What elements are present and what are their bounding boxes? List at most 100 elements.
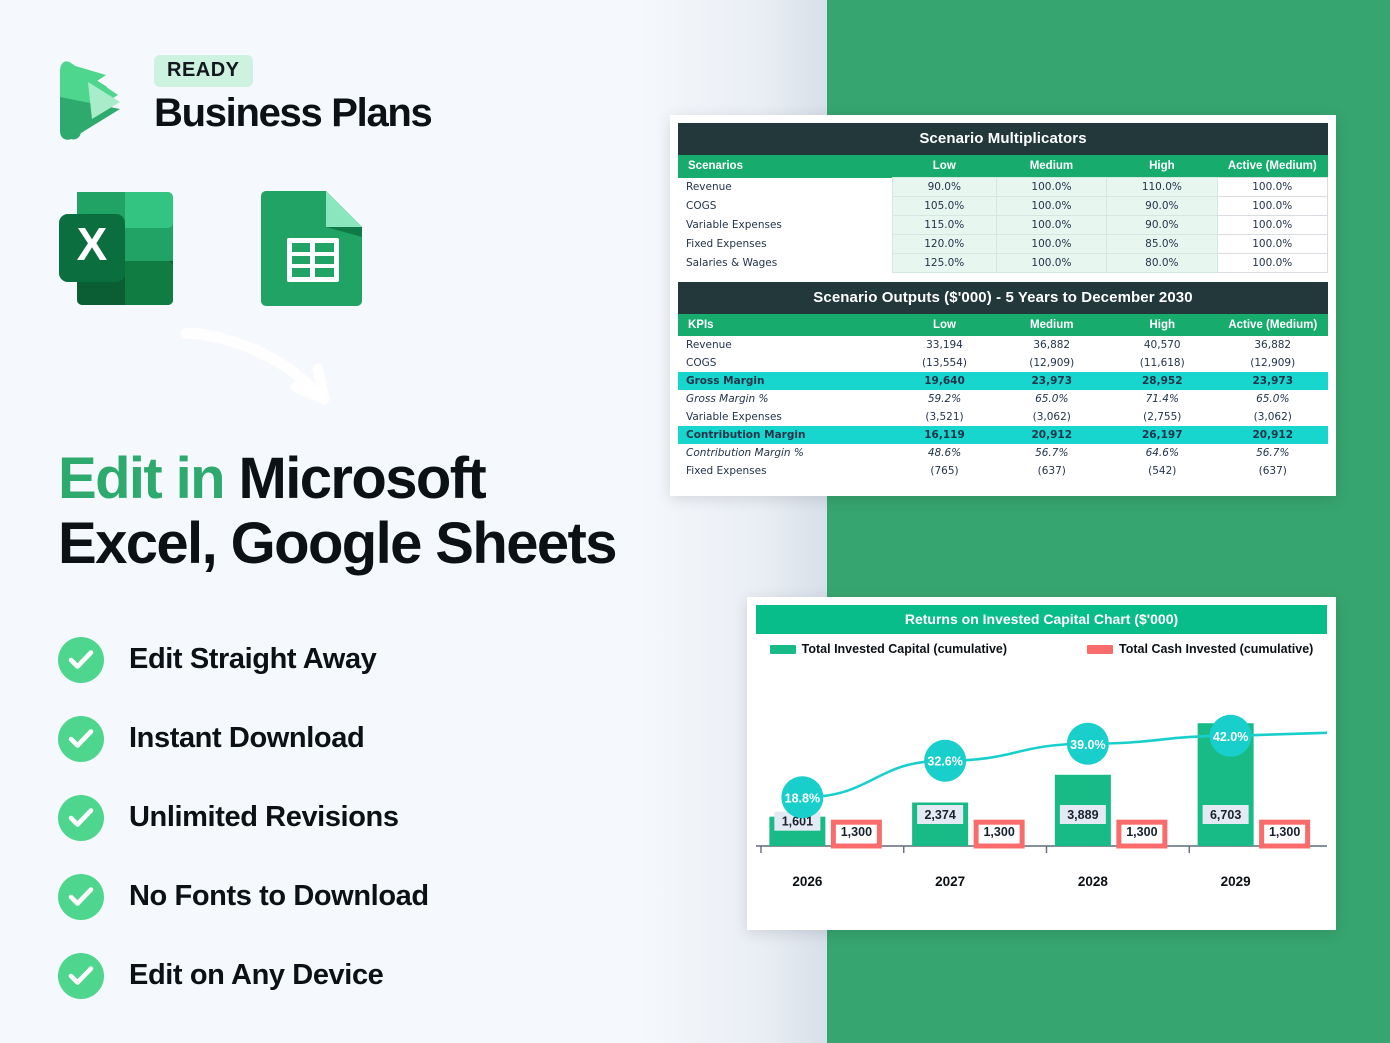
row-label: Contribution Margin % (686, 447, 804, 459)
row-label: Fixed Expenses (686, 238, 767, 250)
roic-data-bubble (1209, 714, 1252, 757)
chart-legend: Total Invested Capital (cumulative) Total… (756, 642, 1327, 656)
data-cell: (637) (1258, 465, 1287, 477)
google-sheets-icon (253, 190, 371, 307)
bar-cash-invested (973, 819, 1025, 849)
row-label: Gross Margin (678, 372, 893, 390)
data-cell: 19,640 (892, 372, 997, 390)
check-icon (58, 794, 104, 841)
active-input-cell[interactable]: 100.0% (1216, 196, 1329, 216)
data-cell: 100.0% (995, 177, 1108, 197)
brand-name: Business Plans (154, 91, 433, 135)
checklist-item-label: Edit Straight Away (129, 643, 377, 675)
data-cell: 59.2% (927, 393, 962, 405)
data-cell: 23,973 (1217, 372, 1328, 390)
table-row: Gross Margin 19,640 23,973 28,952 23,973 (678, 372, 1328, 390)
active-input-cell[interactable]: 100.0% (1216, 253, 1329, 273)
chart-preview-card[interactable]: Returns on Invested Capital Chart ($'000… (747, 597, 1336, 930)
row-label: Revenue (686, 181, 732, 193)
row-label: Fixed Expenses (686, 465, 767, 477)
x-axis-label: 2028 (1078, 874, 1109, 889)
data-cell: 90.0% (1106, 215, 1218, 235)
row-label: Variable Expenses (686, 411, 782, 423)
data-cell: (11,618) (1139, 357, 1185, 369)
data-cell: 26,197 (1107, 426, 1218, 444)
bar-data-label: 6,703 (1210, 808, 1241, 822)
table-row: COGS (13,554) (12,909) (11,618) (12,909) (678, 354, 1328, 372)
check-icon (58, 952, 104, 999)
ready-badge: READY (154, 55, 253, 87)
data-cell: 48.6% (927, 447, 962, 459)
data-cell: 65.0% (1035, 393, 1069, 405)
data-cell: 120.0% (891, 234, 997, 254)
row-label: COGS (686, 200, 717, 212)
bar-label-bg (917, 805, 964, 824)
data-cell: 125.0% (891, 253, 997, 273)
data-cell: (3,062) (1253, 411, 1292, 423)
roic-data-bubble (924, 739, 967, 782)
data-cell: 56.7% (1035, 447, 1069, 459)
excel-x-glyph: X (77, 218, 108, 270)
bar-data-label: 3,889 (1067, 808, 1098, 822)
row-label: Gross Margin % (686, 393, 769, 405)
legend-swatch (1087, 644, 1114, 654)
roic-data-label: 39.0% (1070, 738, 1105, 752)
headline-line2: Excel, Google Sheets (58, 510, 617, 576)
headline-accent: Edit in (58, 446, 226, 511)
legend-swatch (769, 644, 796, 654)
check-icon (58, 636, 104, 683)
column-header: Low (892, 314, 997, 336)
data-cell: 100.0% (995, 253, 1108, 273)
row-label: Contribution Margin (678, 426, 893, 444)
active-input-cell[interactable]: 100.0% (1216, 215, 1329, 235)
roic-data-label: 32.6% (927, 755, 962, 769)
data-cell: 33,194 (926, 339, 963, 351)
row-label: COGS (686, 357, 717, 369)
table-row: Fixed Expenses 120.0% 100.0% 85.0% 100.0% (678, 234, 1329, 254)
bar-label-bg (1202, 805, 1249, 824)
data-cell: 36,882 (1254, 339, 1292, 351)
data-cell: 36,882 (1033, 339, 1071, 351)
data-cell: 16,119 (892, 426, 997, 444)
active-input-cell[interactable]: 100.0% (1216, 234, 1329, 254)
data-cell: 40,570 (1143, 339, 1181, 351)
table-row: Revenue 33,194 36,882 40,570 36,882 (678, 336, 1328, 354)
data-cell: 20,912 (996, 426, 1107, 444)
table-row: Fixed Expenses (765) (637) (542) (637) (678, 462, 1328, 480)
table-row: Revenue 90.0% 100.0% 110.0% 100.0% (678, 177, 1329, 197)
bar-data-label: 1,300 (1126, 825, 1157, 839)
x-axis-label: 2029 (1221, 874, 1251, 889)
data-cell: 90.0% (1106, 196, 1218, 216)
checklist-item: No Fonts to Download (58, 857, 698, 936)
legend-item: Total Cash Invested (cumulative) (1087, 642, 1313, 656)
check-icon (58, 873, 104, 920)
active-input-cell[interactable]: 100.0% (1216, 177, 1329, 197)
bar-data-label: 1,300 (841, 825, 872, 839)
roic-chart: 1,601 1,300 2026 2,374 1,300 2027 3,889 1,300 20… (756, 714, 1327, 889)
checklist-item-label: Instant Download (129, 722, 365, 754)
data-cell: 115.0% (891, 215, 997, 235)
data-cell: 100.0% (995, 196, 1108, 216)
checklist-item-label: Unlimited Revisions (129, 801, 399, 833)
data-cell: 71.4% (1145, 393, 1179, 405)
scenario-multiplicators-title: Scenario Multiplicators (678, 123, 1328, 155)
table-row: Variable Expenses (3,521) (3,062) (2,755) (3… (678, 408, 1328, 426)
bar-data-label: 1,300 (983, 825, 1014, 839)
roic-data-label: 18.8% (785, 791, 820, 805)
table-header-row: KPIs Low Medium High Active (Medium) (678, 314, 1328, 336)
bar-cash-invested (1259, 819, 1311, 849)
data-cell: (3,062) (1032, 411, 1071, 423)
row-label: Salaries & Wages (686, 257, 778, 269)
data-cell: (542) (1148, 465, 1177, 477)
checklist-item: Edit Straight Away (58, 620, 698, 699)
bar-data-label: 2,374 (924, 808, 955, 822)
x-axis-label: 2026 (792, 874, 823, 889)
scenario-outputs-table: KPIs Low Medium High Active (Medium) Revenue… (678, 314, 1328, 480)
bar-cash-invested (830, 819, 882, 849)
check-icon (58, 715, 104, 762)
page-title: Edit in Microsoft Excel, Google Sheets (58, 446, 738, 577)
chart-title: Returns on Invested Capital Chart ($'000… (756, 605, 1327, 634)
spreadsheet-preview-card[interactable]: Scenario Multiplicators Scenarios Low Medi… (670, 115, 1336, 496)
data-cell: 90.0% (891, 177, 997, 197)
data-cell: 80.0% (1106, 253, 1218, 273)
